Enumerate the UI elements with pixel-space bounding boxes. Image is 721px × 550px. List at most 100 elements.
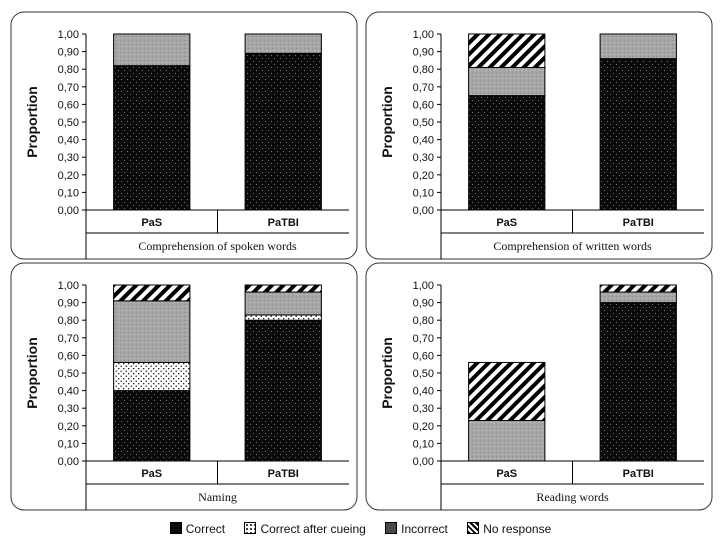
x-category-label: PaS xyxy=(496,217,517,229)
legend-swatch-correct-after-cueing xyxy=(244,522,257,534)
y-tick-label: 0,60 xyxy=(413,350,434,362)
y-tick-label: 0,50 xyxy=(58,368,79,380)
legend: Correct Correct after cueing Incorrect N… xyxy=(0,522,721,536)
y-tick-label: 0,10 xyxy=(58,187,79,199)
y-tick-label: 0,60 xyxy=(58,350,79,362)
y-tick-label: 0,20 xyxy=(413,421,434,433)
bar-segment-correct xyxy=(468,95,546,211)
y-tick-label: 0,60 xyxy=(413,99,434,111)
legend-label: Correct after cueing xyxy=(260,522,366,536)
y-tick-label: 0,10 xyxy=(58,438,79,450)
y-tick-label: 0,10 xyxy=(413,187,434,199)
bar-segment-correct-after-cueing xyxy=(244,314,322,321)
bar-segment-incorrect xyxy=(599,33,677,60)
y-tick-label: 0,80 xyxy=(58,315,79,327)
legend-label: No response xyxy=(483,522,552,536)
y-tick-label: 0,40 xyxy=(58,135,79,147)
y-tick-label: 0,50 xyxy=(413,117,434,129)
y-tick-label: 0,90 xyxy=(58,47,79,59)
y-tick-label: 0,30 xyxy=(58,403,79,415)
y-axis-title: Proportion xyxy=(24,86,40,158)
x-category-label: PaTBI xyxy=(268,468,299,480)
y-tick-label: 0,00 xyxy=(58,456,79,468)
bar-segment-no-response xyxy=(244,284,322,293)
bar-segment-incorrect xyxy=(468,66,546,97)
y-tick-label: 1,00 xyxy=(58,29,79,41)
legend-item-correct-after-cueing: Correct after cueing xyxy=(244,522,366,536)
bar-segment-correct xyxy=(599,302,677,462)
chart-panel-2: 0,00 0,10 0,20 0,30 0,40 0,50 0,60 0,70 0,80 0,90… xyxy=(365,11,713,260)
legend-swatch-incorrect xyxy=(385,522,398,534)
y-tick-label: 0,00 xyxy=(58,205,79,217)
chart-panel-1: 0,00 0,10 0,20 0,30 0,40 0,50 0,60 0,70 0,80 0,90… xyxy=(10,11,358,260)
x-category-label: PaS xyxy=(141,468,162,480)
bar-segment-no-response xyxy=(468,33,546,68)
y-tick-label: 0,90 xyxy=(413,47,434,59)
bar-segment-incorrect xyxy=(113,33,191,67)
legend-swatch-correct xyxy=(169,522,182,534)
y-tick-label: 0,90 xyxy=(413,298,434,310)
y-tick-label: 0,80 xyxy=(413,64,434,76)
legend-item-incorrect: Incorrect xyxy=(385,522,448,536)
y-axis-title: Proportion xyxy=(379,337,395,409)
chart-title: Naming xyxy=(198,490,237,504)
y-tick-label: 0,50 xyxy=(413,368,434,380)
y-tick-label: 0,40 xyxy=(413,386,434,398)
bar-segment-correct xyxy=(113,65,191,211)
y-axis-title: Proportion xyxy=(24,337,40,409)
legend-item-correct: Correct xyxy=(169,522,226,536)
y-tick-label: 0,90 xyxy=(58,298,79,310)
y-tick-label: 0,30 xyxy=(413,152,434,164)
bar-segment-incorrect xyxy=(599,291,677,304)
x-category-label: PaS xyxy=(141,217,162,229)
y-tick-label: 0,10 xyxy=(413,438,434,450)
x-category-label: PaTBI xyxy=(268,217,299,229)
y-tick-label: 0,00 xyxy=(413,205,434,217)
y-tick-label: 0,30 xyxy=(58,152,79,164)
bar-segment-no-response xyxy=(599,284,677,293)
y-tick-label: 0,80 xyxy=(58,64,79,76)
y-tick-label: 0,70 xyxy=(413,333,434,345)
bar-segment-correct xyxy=(244,52,322,211)
y-tick-label: 0,20 xyxy=(58,170,79,182)
legend-label: Correct xyxy=(185,522,226,536)
chart-panel-3: 0,00 0,10 0,20 0,30 0,40 0,50 0,60 0,70 0,80 0,90… xyxy=(10,262,358,511)
legend-label: Incorrect xyxy=(401,522,448,536)
y-tick-label: 0,40 xyxy=(413,135,434,147)
bar-segment-incorrect xyxy=(244,33,322,54)
x-category-label: PaTBI xyxy=(623,468,654,480)
bar-segment-correct xyxy=(599,58,677,211)
y-tick-label: 0,70 xyxy=(58,333,79,345)
bar-segment-no-response xyxy=(468,361,546,422)
x-category-label: PaS xyxy=(496,468,517,480)
y-tick-label: 1,00 xyxy=(58,280,79,292)
y-tick-label: 0,70 xyxy=(413,82,434,94)
bar-segment-incorrect xyxy=(244,291,322,316)
chart-title: Reading words xyxy=(536,490,609,504)
bar-segment-no-response xyxy=(113,284,191,302)
y-tick-label: 0,40 xyxy=(58,386,79,398)
y-tick-label: 0,30 xyxy=(413,403,434,415)
bar-segment-incorrect xyxy=(113,300,191,363)
y-tick-label: 0,80 xyxy=(413,315,434,327)
chart-panel-4: 0,00 0,10 0,20 0,30 0,40 0,50 0,60 0,70 0,80 0,90… xyxy=(365,262,713,511)
chart-title: Comprehension of written words xyxy=(493,239,652,253)
legend-item-no-response: No response xyxy=(467,522,551,536)
y-tick-label: 1,00 xyxy=(413,29,434,41)
y-tick-label: 0,20 xyxy=(413,170,434,182)
y-tick-label: 0,70 xyxy=(58,82,79,94)
y-tick-label: 1,00 xyxy=(413,280,434,292)
bar-segment-correct-after-cueing xyxy=(113,361,191,392)
y-tick-label: 0,50 xyxy=(58,117,79,129)
y-tick-label: 0,00 xyxy=(413,456,434,468)
bar-segment-incorrect xyxy=(468,420,546,462)
y-tick-label: 0,20 xyxy=(58,421,79,433)
bar-segment-correct xyxy=(113,390,191,462)
y-tick-label: 0,60 xyxy=(58,99,79,111)
legend-swatch-no-response xyxy=(467,522,480,534)
bar-segment-correct xyxy=(244,319,322,462)
x-category-label: PaTBI xyxy=(623,217,654,229)
y-axis-title: Proportion xyxy=(379,86,395,158)
chart-title: Comprehension of spoken words xyxy=(138,239,297,253)
